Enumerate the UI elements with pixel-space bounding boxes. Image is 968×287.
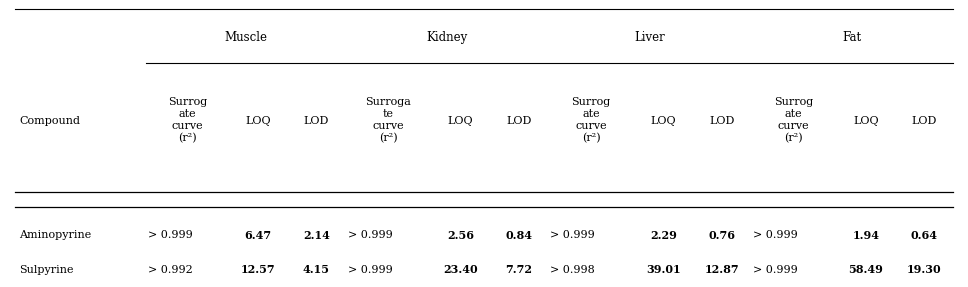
Text: > 0.999: > 0.999 — [348, 230, 392, 240]
Text: Kidney: Kidney — [426, 31, 468, 44]
Text: > 0.999: > 0.999 — [753, 265, 798, 275]
Text: 7.72: 7.72 — [505, 264, 532, 275]
Text: > 0.998: > 0.998 — [550, 265, 595, 275]
Text: 12.87: 12.87 — [705, 264, 739, 275]
Text: 12.57: 12.57 — [241, 264, 275, 275]
Text: 0.64: 0.64 — [911, 230, 938, 241]
Text: > 0.999: > 0.999 — [753, 230, 798, 240]
Text: Surrog
ate
curve
(r²): Surrog ate curve (r²) — [571, 97, 611, 144]
Text: Surrog
ate
curve
(r²): Surrog ate curve (r²) — [774, 97, 813, 144]
Text: > 0.992: > 0.992 — [148, 265, 193, 275]
Text: LOQ: LOQ — [245, 116, 271, 125]
Text: > 0.999: > 0.999 — [348, 265, 392, 275]
Text: 6.47: 6.47 — [245, 230, 272, 241]
Text: 2.56: 2.56 — [447, 230, 474, 241]
Text: Muscle: Muscle — [225, 31, 267, 44]
Text: LOD: LOD — [709, 116, 735, 125]
Text: LOQ: LOQ — [448, 116, 473, 125]
Text: 23.40: 23.40 — [443, 264, 478, 275]
Text: 0.84: 0.84 — [505, 230, 532, 241]
Text: LOQ: LOQ — [853, 116, 879, 125]
Text: 2.14: 2.14 — [303, 230, 330, 241]
Text: > 0.999: > 0.999 — [148, 230, 193, 240]
Text: > 0.999: > 0.999 — [550, 230, 595, 240]
Text: Sulpyrine: Sulpyrine — [19, 265, 74, 275]
Text: Liver: Liver — [634, 31, 665, 44]
Text: 4.15: 4.15 — [303, 264, 330, 275]
Text: 39.01: 39.01 — [646, 264, 681, 275]
Text: LOD: LOD — [506, 116, 531, 125]
Text: LOD: LOD — [304, 116, 329, 125]
Text: LOQ: LOQ — [650, 116, 676, 125]
Text: 2.29: 2.29 — [650, 230, 677, 241]
Text: Fat: Fat — [842, 31, 862, 44]
Text: Compound: Compound — [19, 116, 80, 125]
Text: 58.49: 58.49 — [848, 264, 883, 275]
Text: Aminopyrine: Aminopyrine — [19, 230, 92, 240]
Text: 1.94: 1.94 — [852, 230, 879, 241]
Text: Surroga
te
curve
(r²): Surroga te curve (r²) — [366, 97, 411, 144]
Text: Surrog
ate
curve
(r²): Surrog ate curve (r²) — [167, 97, 207, 144]
Text: LOD: LOD — [912, 116, 937, 125]
Text: 19.30: 19.30 — [907, 264, 942, 275]
Text: 0.76: 0.76 — [709, 230, 735, 241]
